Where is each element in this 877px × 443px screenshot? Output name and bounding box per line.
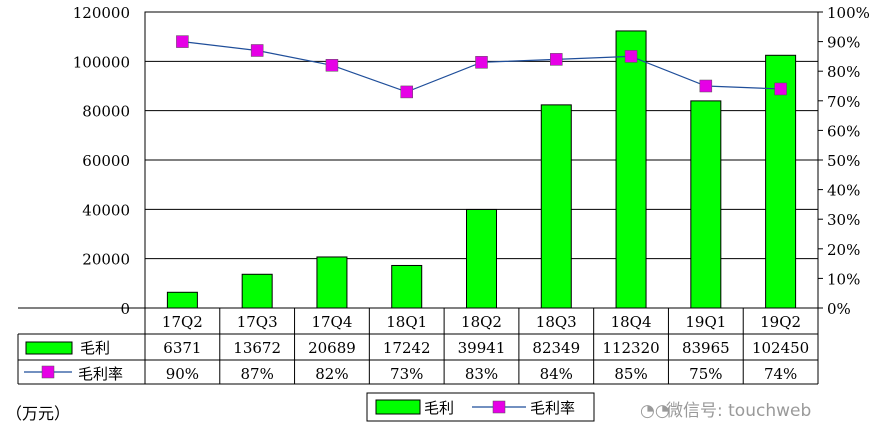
table-value-bar: 112320 <box>602 339 659 357</box>
line-marker <box>176 35 189 48</box>
line-marker <box>550 53 563 66</box>
table-value-bar: 83965 <box>682 339 730 357</box>
bar <box>316 256 348 309</box>
bar <box>391 264 423 309</box>
line-marker <box>699 79 713 93</box>
line-marker <box>325 59 339 72</box>
y-tick-label: 40000 <box>82 201 130 219</box>
y-tick-label: 60000 <box>82 152 130 170</box>
x-tick-label: 17Q4 <box>311 313 352 331</box>
table-value-line: 90% <box>166 365 199 383</box>
y-tick-label: 100000 <box>73 53 130 71</box>
x-tick-label: 17Q3 <box>237 313 278 331</box>
table-value-line: 74% <box>764 365 797 383</box>
bar <box>690 100 722 309</box>
y2-tick-label: 90% <box>827 34 860 52</box>
table-value-line: 84% <box>540 365 573 383</box>
table-value-line: 85% <box>614 365 647 383</box>
bar <box>765 54 797 309</box>
y2-tick-label: 100% <box>827 4 870 22</box>
table-value-bar: 17242 <box>383 339 431 357</box>
table-header-bar: 毛利 <box>80 339 110 357</box>
table-key-bar <box>25 341 73 355</box>
table-value-line: 82% <box>315 365 348 383</box>
bar <box>466 208 497 309</box>
wechat-icon: ◔◔ <box>640 401 670 421</box>
x-tick-label: 18Q2 <box>461 313 502 331</box>
x-tick-label: 18Q3 <box>536 313 577 331</box>
line-marker <box>624 50 638 63</box>
line-marker <box>250 44 264 57</box>
y2-tick-label: 40% <box>827 182 860 200</box>
watermark: ◔◔微信号: touchweb <box>640 396 811 421</box>
y-tick-label: 0 <box>120 300 130 318</box>
table-value-bar: 20689 <box>308 339 356 357</box>
bar <box>615 30 647 309</box>
y-tick-label: 20000 <box>82 251 130 269</box>
y2-tick-label: 70% <box>827 93 860 111</box>
legend-label-line: 毛利率 <box>530 399 575 417</box>
y-tick-label: 120000 <box>73 4 130 22</box>
x-tick-label: 18Q4 <box>611 313 652 331</box>
line-marker <box>774 82 787 96</box>
table-value-line: 87% <box>240 365 273 383</box>
line-marker <box>400 85 413 99</box>
y2-tick-label: 10% <box>827 270 860 288</box>
y2-tick-label: 30% <box>827 211 860 229</box>
table-value-line: 83% <box>465 365 498 383</box>
y2-tick-label: 0% <box>827 300 851 318</box>
y2-tick-label: 20% <box>827 241 860 259</box>
table-value-line: 75% <box>689 365 722 383</box>
y2-tick-label: 60% <box>827 122 860 140</box>
x-tick-label: 17Q2 <box>162 313 203 331</box>
bar <box>540 104 572 309</box>
line-marker <box>475 56 488 69</box>
y2-tick-label: 50% <box>827 152 860 170</box>
table-value-bar: 39941 <box>458 339 506 357</box>
watermark-text: 微信号: touchweb <box>666 401 812 421</box>
bar <box>241 273 273 309</box>
x-tick-label: 19Q2 <box>760 313 801 331</box>
table-key-marker <box>41 365 55 379</box>
legend-label-bar: 毛利 <box>424 399 454 417</box>
y2-tick-label: 80% <box>827 63 860 81</box>
table-value-bar: 102450 <box>752 339 809 357</box>
x-tick-label: 18Q1 <box>386 313 427 331</box>
y-tick-label: 80000 <box>82 103 130 121</box>
bar <box>166 291 198 309</box>
unit-label: （万元） <box>6 404 71 423</box>
table-value-line: 73% <box>390 365 423 383</box>
table-header-line: 毛利率 <box>78 365 123 383</box>
x-tick-label: 19Q1 <box>685 313 726 331</box>
table-value-bar: 82349 <box>532 339 580 357</box>
table-value-bar: 13672 <box>233 339 281 357</box>
legend-swatch-marker <box>492 400 506 414</box>
table-value-bar: 6371 <box>163 339 201 357</box>
legend-swatch-bar <box>375 399 421 415</box>
